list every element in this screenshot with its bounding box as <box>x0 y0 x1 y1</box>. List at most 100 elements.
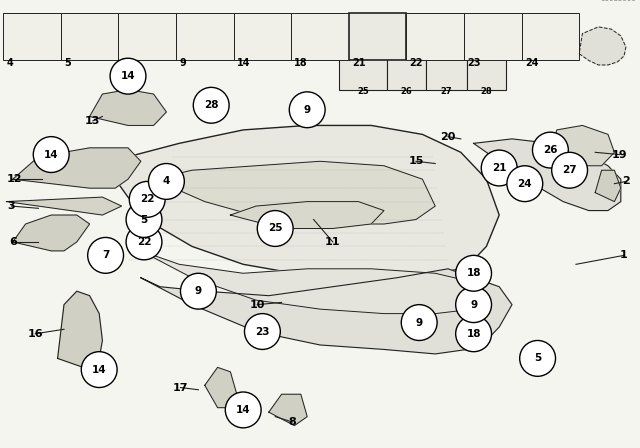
Ellipse shape <box>129 181 165 217</box>
Text: 00085909: 00085909 <box>601 0 637 2</box>
Text: 2: 2 <box>622 177 630 186</box>
Text: 26: 26 <box>401 87 412 96</box>
Text: 7: 7 <box>102 250 109 260</box>
Polygon shape <box>595 170 621 202</box>
Ellipse shape <box>81 352 117 388</box>
Polygon shape <box>13 215 90 251</box>
Text: 14: 14 <box>44 150 58 159</box>
Bar <box>176 13 234 60</box>
Ellipse shape <box>88 237 124 273</box>
Text: 9: 9 <box>179 58 186 68</box>
Text: 4: 4 <box>6 58 13 68</box>
Text: 18: 18 <box>294 58 308 68</box>
Text: 9: 9 <box>303 105 311 115</box>
Ellipse shape <box>507 166 543 202</box>
Ellipse shape <box>456 316 492 352</box>
Bar <box>3 13 61 60</box>
Ellipse shape <box>110 58 146 94</box>
Text: 15: 15 <box>408 156 424 166</box>
Bar <box>522 13 579 60</box>
Text: 1: 1 <box>620 250 628 260</box>
Text: 12: 12 <box>6 174 22 184</box>
Ellipse shape <box>532 132 568 168</box>
Text: 28: 28 <box>204 100 218 110</box>
Bar <box>61 13 118 60</box>
Text: 24: 24 <box>525 58 538 68</box>
Text: 14: 14 <box>236 405 250 415</box>
Text: 9: 9 <box>470 300 477 310</box>
Text: 11: 11 <box>325 237 340 247</box>
Polygon shape <box>579 27 626 65</box>
Text: 14: 14 <box>121 71 135 81</box>
Ellipse shape <box>180 273 216 309</box>
Text: 24: 24 <box>518 179 532 189</box>
Text: 22: 22 <box>140 194 154 204</box>
Polygon shape <box>269 394 307 426</box>
Text: 14: 14 <box>237 58 250 68</box>
Bar <box>118 13 176 60</box>
Polygon shape <box>205 367 237 408</box>
Text: 18: 18 <box>467 329 481 339</box>
Text: 21: 21 <box>492 163 506 173</box>
Text: 6: 6 <box>9 237 17 247</box>
Text: 26: 26 <box>543 145 557 155</box>
Text: 5: 5 <box>534 353 541 363</box>
Bar <box>291 13 349 60</box>
Ellipse shape <box>126 224 162 260</box>
Bar <box>387 58 426 90</box>
Bar <box>349 13 406 60</box>
Text: 28: 28 <box>481 87 492 96</box>
Polygon shape <box>230 202 384 228</box>
Ellipse shape <box>401 305 437 340</box>
Polygon shape <box>141 269 512 354</box>
Bar <box>467 58 506 90</box>
Text: 23: 23 <box>467 58 481 68</box>
Ellipse shape <box>520 340 556 376</box>
Polygon shape <box>6 197 122 215</box>
Polygon shape <box>550 125 614 166</box>
Ellipse shape <box>244 314 280 349</box>
Text: 9: 9 <box>195 286 202 296</box>
Text: 17: 17 <box>173 383 188 392</box>
Text: 13: 13 <box>85 116 100 126</box>
Ellipse shape <box>225 392 261 428</box>
Text: 10: 10 <box>250 300 265 310</box>
Polygon shape <box>58 291 102 367</box>
Ellipse shape <box>552 152 588 188</box>
Text: 9: 9 <box>415 318 423 327</box>
Polygon shape <box>13 148 141 188</box>
Text: 14: 14 <box>92 365 106 375</box>
Text: 8: 8 <box>289 417 296 427</box>
Bar <box>406 13 464 60</box>
Text: 5: 5 <box>140 215 148 224</box>
Ellipse shape <box>456 287 492 323</box>
Polygon shape <box>90 90 166 125</box>
Bar <box>426 58 467 90</box>
Text: 20: 20 <box>440 132 456 142</box>
Text: 25: 25 <box>268 224 282 233</box>
Ellipse shape <box>33 137 69 172</box>
Bar <box>464 13 522 60</box>
Ellipse shape <box>126 202 162 237</box>
Text: 7: 7 <box>122 58 129 68</box>
Text: 27: 27 <box>440 87 452 96</box>
Text: 18: 18 <box>467 268 481 278</box>
Bar <box>339 58 387 90</box>
Text: 22: 22 <box>137 237 151 247</box>
Text: 4: 4 <box>163 177 170 186</box>
Text: 16: 16 <box>28 329 43 339</box>
Polygon shape <box>141 251 486 314</box>
Ellipse shape <box>257 211 293 246</box>
Text: 23: 23 <box>255 327 269 336</box>
Text: 5: 5 <box>64 58 71 68</box>
Ellipse shape <box>456 255 492 291</box>
Bar <box>234 13 291 60</box>
Text: 25: 25 <box>357 87 369 96</box>
Ellipse shape <box>289 92 325 128</box>
Text: 3: 3 <box>8 201 15 211</box>
Polygon shape <box>474 139 621 211</box>
Polygon shape <box>154 161 435 224</box>
Ellipse shape <box>193 87 229 123</box>
Text: 21: 21 <box>352 58 365 68</box>
Ellipse shape <box>148 164 184 199</box>
